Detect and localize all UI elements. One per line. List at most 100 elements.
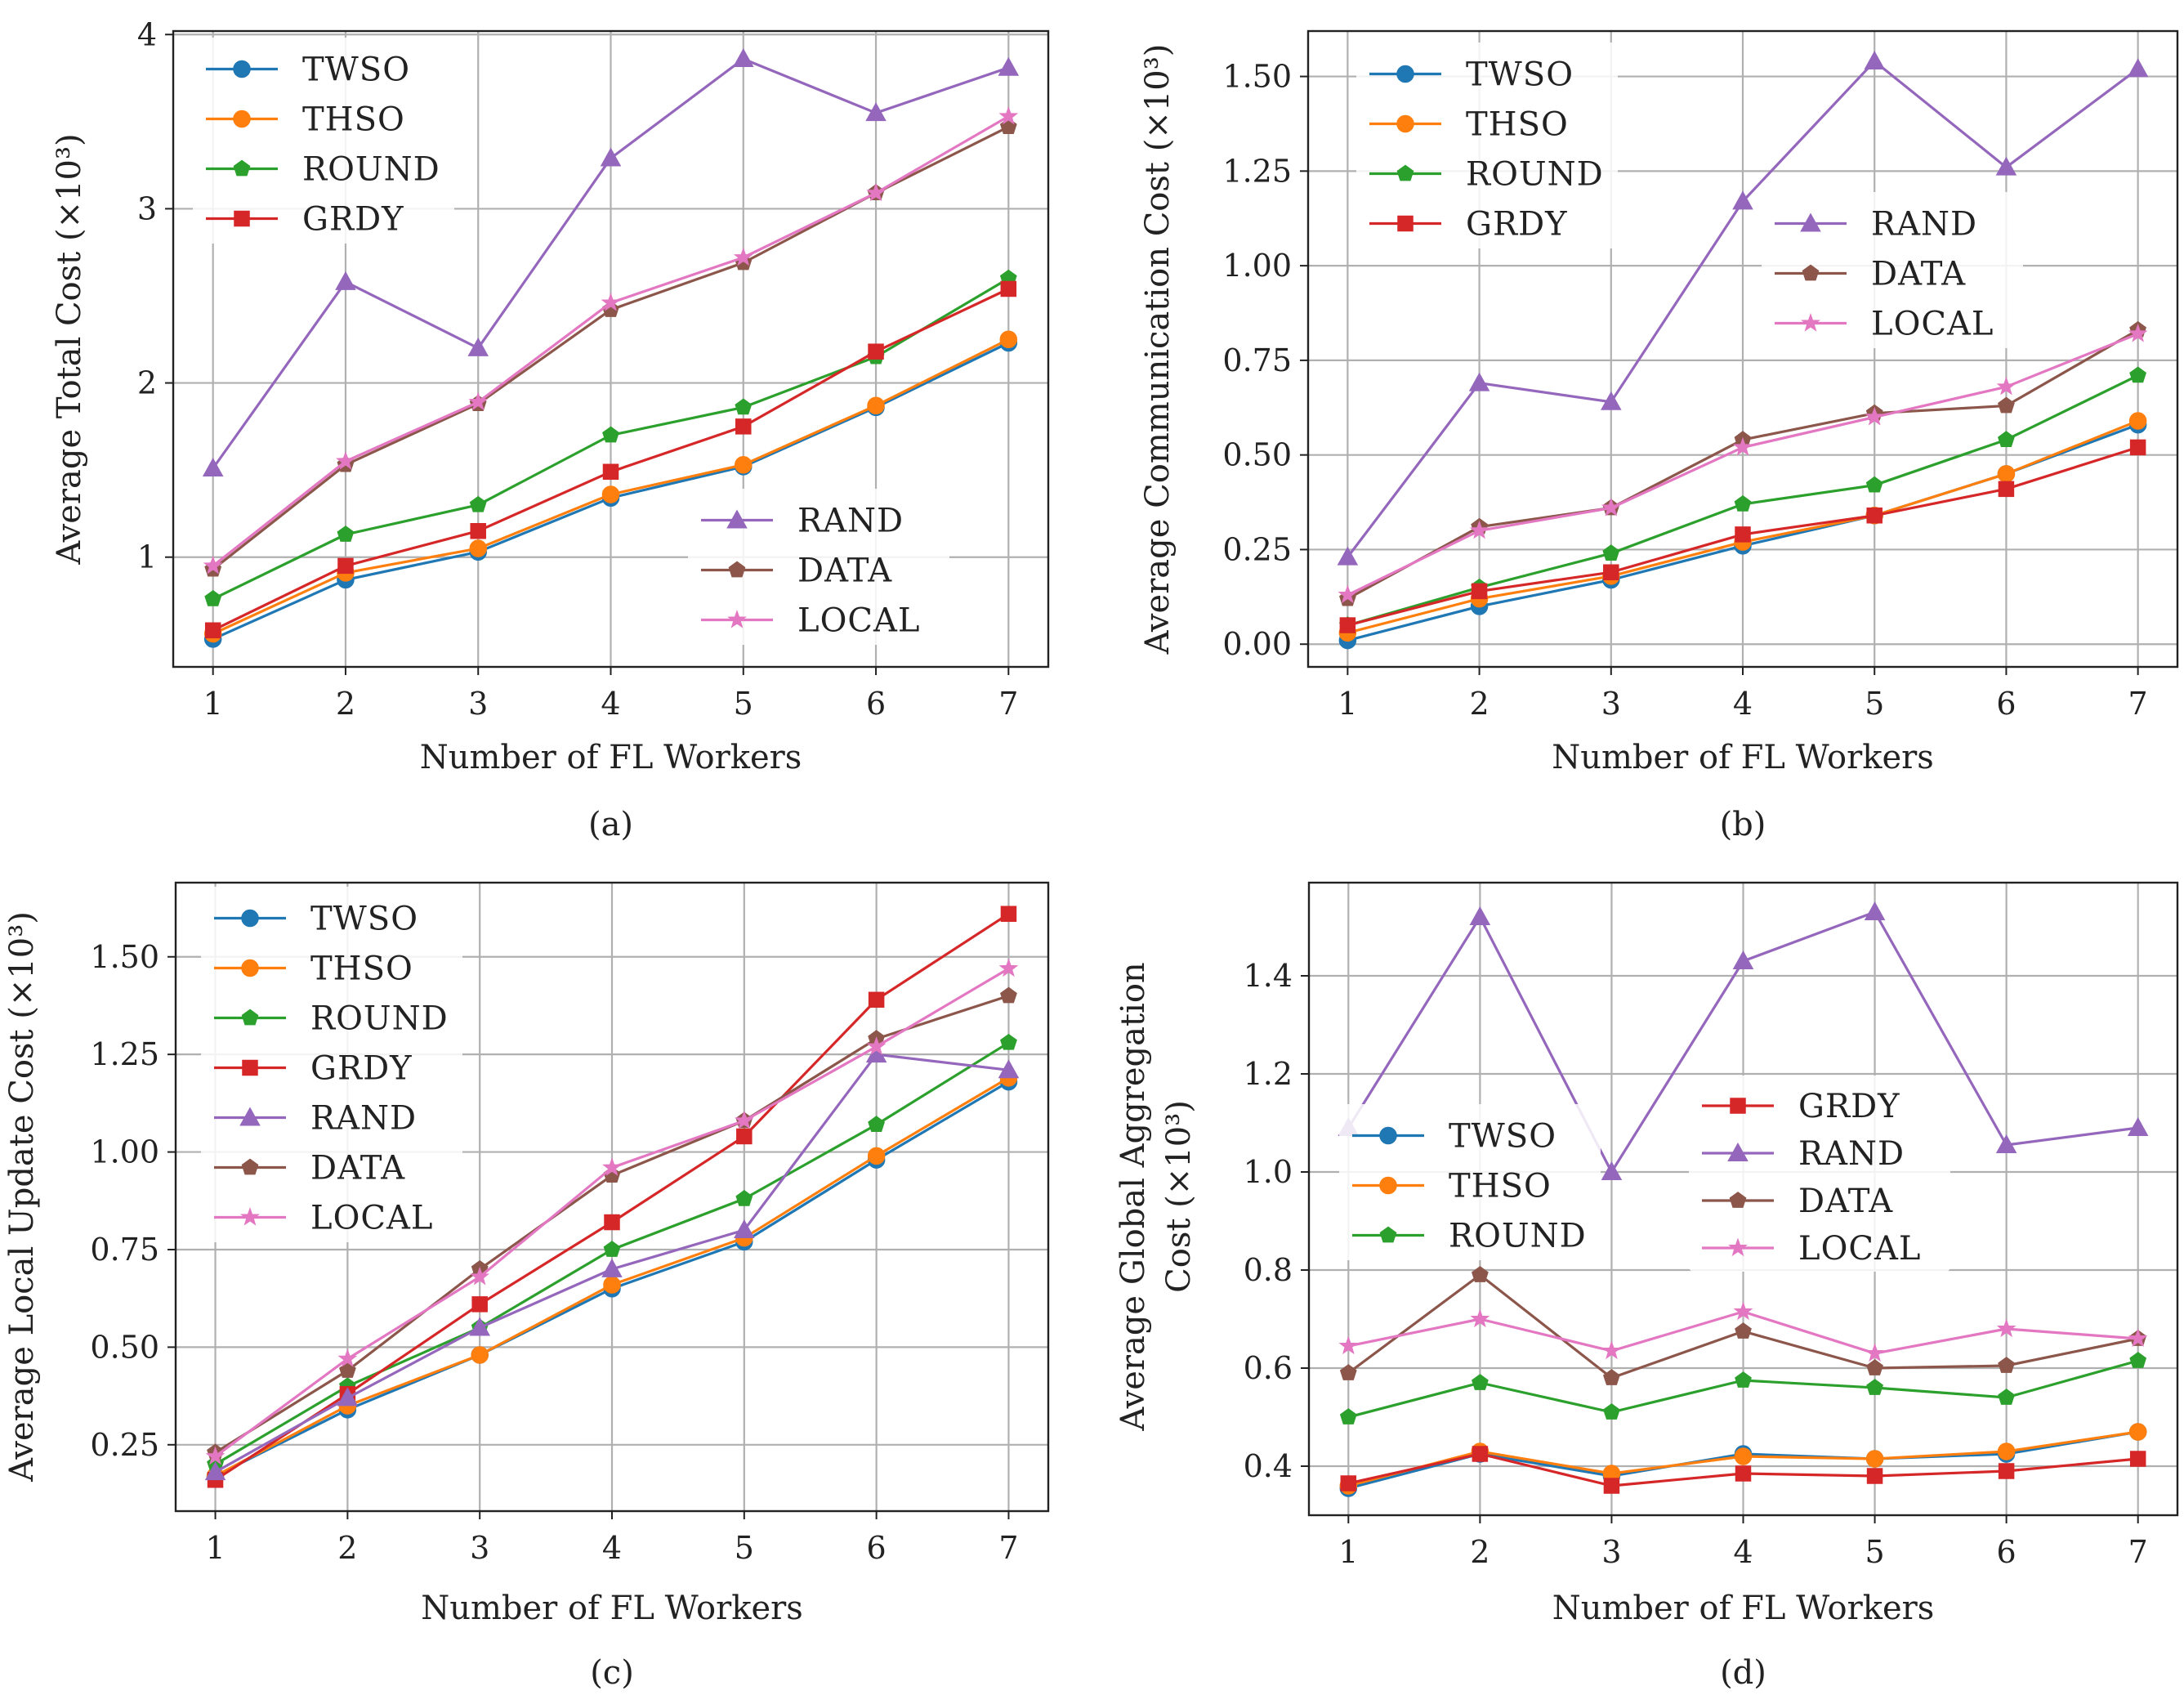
legend-entry-data: DATA xyxy=(1775,256,1965,293)
y-axis-label: Cost (×10³) xyxy=(1160,1100,1198,1293)
data-point-local xyxy=(205,1446,226,1465)
data-point-local xyxy=(601,292,621,311)
plot-frame xyxy=(1307,881,2179,1517)
y-tick-label: 2 xyxy=(137,365,157,401)
legend-entry-grdy: GRDY xyxy=(1369,206,1568,244)
plot-frame xyxy=(1306,29,2179,669)
legend-swatch-marker xyxy=(1379,1226,1397,1243)
y-tick-label: 1.50 xyxy=(1222,59,1292,95)
legend-entry-twso: TWSO xyxy=(1352,1118,1556,1156)
legend-swatch-marker xyxy=(1727,1142,1749,1161)
panel-caption: (a) xyxy=(588,806,633,843)
data-point-grdy xyxy=(602,463,619,481)
data-point-thso xyxy=(2128,1423,2147,1441)
legend-swatch-marker xyxy=(1396,164,1414,181)
data-point-grdy xyxy=(868,343,884,360)
legend-entry-local: LOCAL xyxy=(1702,1230,1920,1268)
y-tick-label: 0.00 xyxy=(1222,626,1292,662)
data-point-thso xyxy=(2128,412,2147,430)
data-point-data xyxy=(1866,1359,1883,1375)
data-point-thso xyxy=(1734,1447,1753,1465)
data-point-grdy xyxy=(204,622,221,638)
series-local xyxy=(205,958,1019,1465)
legend-swatch-marker xyxy=(1801,312,1820,332)
data-point-local xyxy=(1733,436,1753,456)
legend-swatch-marker xyxy=(233,110,251,128)
data-point-local xyxy=(337,1348,358,1367)
data-point-round xyxy=(1602,544,1620,561)
legend-label: GRDY xyxy=(302,201,404,239)
data-point-rand xyxy=(1732,950,1754,969)
data-point-local xyxy=(1601,498,1621,517)
x-tick-label: 6 xyxy=(1996,686,2016,722)
series-group xyxy=(1338,901,2149,1497)
data-point-round xyxy=(2129,366,2146,383)
data-point-round xyxy=(735,1189,753,1206)
legend-entry-data: DATA xyxy=(214,1150,404,1187)
panel-caption: (c) xyxy=(590,1654,634,1692)
legend-entry-rand: RAND xyxy=(1775,206,1976,244)
legend-entry-grdy: GRDY xyxy=(206,201,404,239)
legend-entry-rand: RAND xyxy=(214,1100,416,1138)
series-grdy xyxy=(1339,439,2146,633)
x-tick-label: 4 xyxy=(1733,1534,1753,1570)
data-point-local xyxy=(998,105,1019,125)
data-point-rand xyxy=(600,147,622,167)
x-axis-label: Number of FL Workers xyxy=(421,1590,803,1627)
x-tick-label: 7 xyxy=(998,686,1018,722)
data-point-local xyxy=(733,247,753,266)
legend-entry-round: ROUND xyxy=(214,1000,448,1038)
legend-label: LOCAL xyxy=(1871,306,1994,343)
data-point-rand xyxy=(1995,1134,2017,1153)
legend-label: THSO xyxy=(1449,1168,1552,1205)
data-point-local xyxy=(735,1110,754,1129)
x-tick-label: 5 xyxy=(734,686,753,722)
y-tick-label: 0.75 xyxy=(1222,342,1292,378)
legend-label: TWSO xyxy=(302,51,410,89)
data-point-grdy xyxy=(1471,583,1488,600)
legend-entry-local: LOCAL xyxy=(214,1200,432,1237)
data-point-local xyxy=(470,1266,489,1286)
y-axis-label: Average Total Cost (×10³) xyxy=(51,133,88,565)
data-point-data xyxy=(1735,1322,1752,1339)
data-point-round xyxy=(1735,1371,1752,1388)
legend-swatch-marker xyxy=(234,210,250,227)
data-point-grdy xyxy=(1000,280,1017,297)
data-point-round xyxy=(1866,1379,1883,1395)
data-point-thso xyxy=(867,396,885,415)
legend-box xyxy=(688,489,949,645)
legend-swatch-marker xyxy=(240,1206,260,1226)
legend-label: TWSO xyxy=(1466,56,1574,94)
data-point-local xyxy=(1996,376,2017,396)
x-tick-label: 2 xyxy=(1469,686,1489,722)
data-point-grdy xyxy=(1603,1478,1620,1494)
x-axis-label: Number of FL Workers xyxy=(420,739,802,776)
legend-label: DATA xyxy=(797,552,892,590)
data-point-round xyxy=(603,1241,621,1257)
plot-frame xyxy=(172,29,1050,669)
legend-swatch-marker xyxy=(1379,1176,1397,1195)
x-tick-label: 3 xyxy=(1601,686,1621,722)
data-point-round xyxy=(1998,1389,2015,1405)
data-point-rand xyxy=(1864,51,1885,69)
legend-swatch-marker xyxy=(1379,1126,1397,1145)
legend-label: GRDY xyxy=(1466,206,1568,244)
y-tick-label: 1.00 xyxy=(90,1134,159,1170)
data-point-rand xyxy=(1601,1161,1623,1180)
x-tick-label: 1 xyxy=(1338,686,1357,722)
legend-swatch-marker xyxy=(233,159,251,177)
legend-swatch-marker xyxy=(1728,1237,1748,1257)
legend-entry-round: ROUND xyxy=(1369,156,1603,194)
panel-a: 1 2 3 4 5 6 7 1 2 3 4 TWSO THSO ROUND GRDY RAND DATA LOCA… xyxy=(51,16,1050,843)
legend-label: GRDY xyxy=(1798,1088,1900,1125)
data-point-local xyxy=(602,1157,622,1176)
data-point-grdy xyxy=(337,557,354,575)
y-tick-label: 1.2 xyxy=(1244,1056,1293,1092)
legend-swatch-marker xyxy=(728,561,746,578)
data-point-rand xyxy=(734,1219,755,1239)
x-tick-label: 5 xyxy=(1865,686,1884,722)
data-point-round xyxy=(2129,1352,2147,1368)
legend: TWSO THSO ROUND GRDY xyxy=(193,38,454,244)
data-point-round xyxy=(1472,1374,1489,1390)
legend-swatch-marker xyxy=(241,909,259,928)
